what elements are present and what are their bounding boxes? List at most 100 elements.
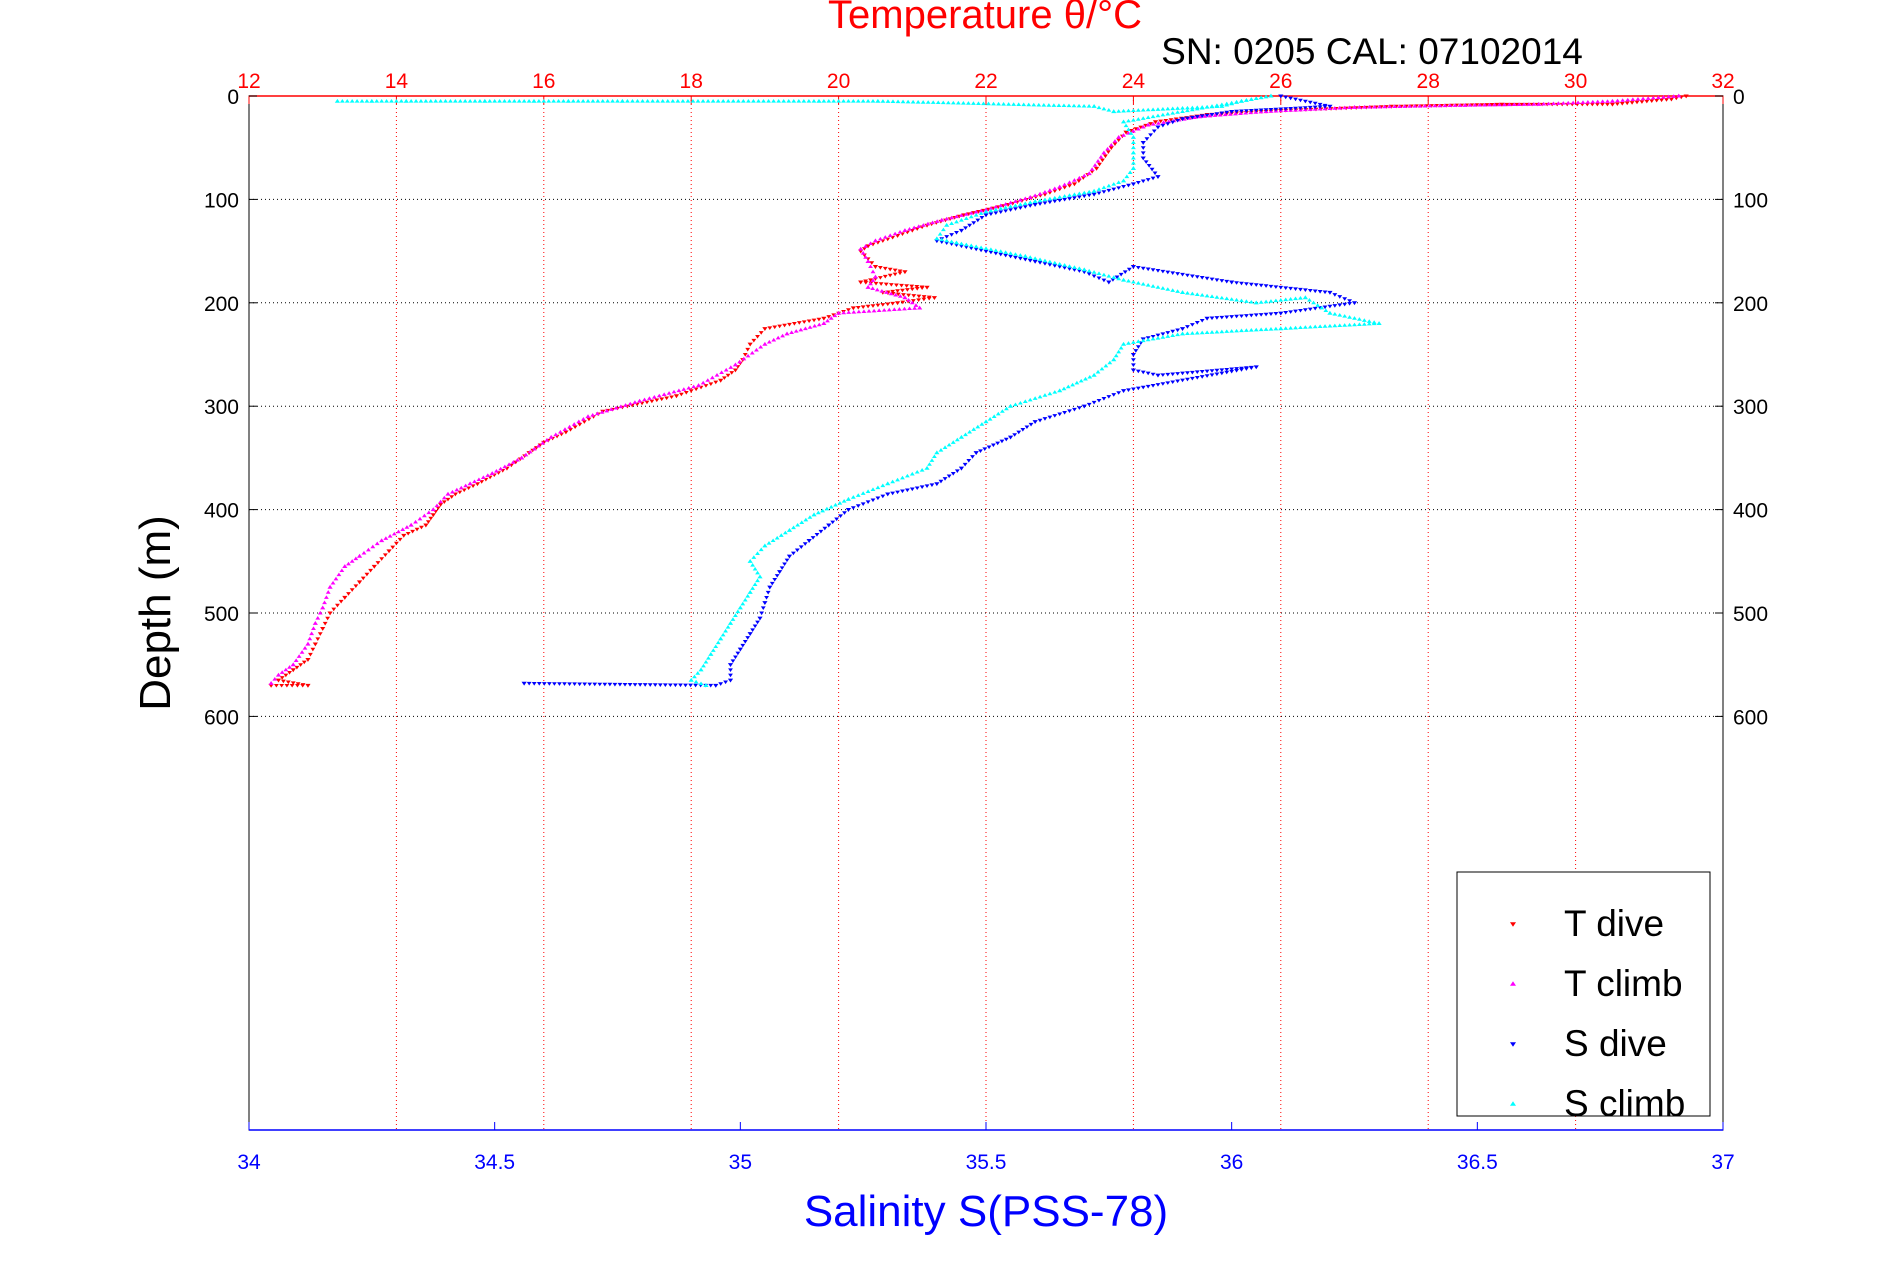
t-climb-point [745, 353, 751, 358]
s-dive-point [814, 532, 820, 537]
s-climb-point [986, 101, 991, 106]
s-dive-point [966, 459, 972, 463]
s-dive-point [1180, 272, 1185, 277]
s-dive-point [1081, 404, 1087, 409]
t-dive-point [364, 572, 370, 577]
s-climb-point [1095, 369, 1101, 374]
s-climb-point [1204, 293, 1210, 298]
s-climb-point [715, 640, 721, 645]
s-dive-point [1234, 367, 1239, 371]
t-climb-point [365, 547, 371, 552]
t-climb-point [723, 367, 729, 372]
t-climb-point [1432, 103, 1438, 108]
s-climb-point [1111, 109, 1117, 114]
t-climb-point [1092, 163, 1098, 167]
s-dive-point [950, 471, 956, 476]
s-climb-point [521, 99, 527, 103]
s-climb-point [950, 440, 956, 444]
s-climb-point [1357, 317, 1362, 321]
t-climb-point [907, 226, 912, 231]
s-climb-point [497, 99, 502, 103]
s-dive-point [784, 558, 790, 563]
t-climb-point [1661, 95, 1666, 99]
s-climb-point [1131, 161, 1136, 165]
s-dive-point [1194, 376, 1200, 380]
s-climb-point [595, 99, 601, 103]
t-climb-point [1565, 100, 1571, 105]
s-dive-point [1189, 115, 1195, 120]
s-dive-point [1145, 178, 1151, 182]
s-climb-point [1047, 259, 1053, 264]
t-climb-point [531, 446, 537, 451]
s-dive-point [1307, 100, 1313, 105]
t-dive-point [300, 683, 306, 688]
s-dive-point [802, 542, 808, 546]
t-dive-point [335, 603, 340, 608]
t-climb-point [874, 287, 880, 292]
depth-tick-label-right: 400 [1733, 500, 1768, 523]
s-climb-point [695, 99, 701, 103]
t-climb-point [741, 356, 747, 361]
t-climb-point [897, 294, 903, 298]
t-climb-point [1052, 186, 1058, 191]
s-climb-point [1302, 325, 1308, 329]
t-dive-point [1514, 102, 1520, 107]
s-climb-point [939, 237, 945, 242]
t-climb-point [832, 313, 838, 318]
s-dive-point [1199, 276, 1205, 280]
t-climb-point [441, 495, 447, 500]
s-climb-point [1017, 400, 1023, 405]
s-climb-point [1155, 335, 1161, 340]
t-climb-point [887, 233, 893, 238]
s-dive-point [1096, 276, 1102, 281]
t-climb-point [1407, 104, 1413, 108]
s-climb-point [740, 601, 746, 606]
s-climb-point [1239, 99, 1244, 103]
t-dive-point [1042, 192, 1048, 197]
s-climb-point [1032, 199, 1038, 204]
s-climb-point [1239, 328, 1244, 333]
s-dive-point [1283, 311, 1289, 315]
s-climb-point [988, 247, 994, 251]
s-climb-point [727, 621, 734, 625]
t-climb-point [754, 347, 759, 352]
s-climb-point [462, 99, 468, 103]
s-climb-point [1052, 260, 1058, 265]
s-dive-point [1253, 365, 1259, 370]
t-dive-point [1489, 103, 1495, 107]
t-climb-point [275, 672, 282, 677]
t-climb-point [609, 407, 614, 411]
s-dive-point [647, 683, 653, 687]
s-dive-point [1224, 110, 1230, 115]
t-climb-point [888, 291, 894, 296]
t-climb-point [1105, 146, 1111, 151]
depth-tick-label-right: 300 [1733, 396, 1768, 419]
t-climb-point [872, 274, 879, 279]
s-climb-point [855, 493, 861, 497]
s-dive-point [1086, 402, 1092, 407]
t-dive-point [865, 304, 871, 309]
s-climb-point [701, 663, 706, 668]
s-climb-point [1120, 178, 1127, 183]
s-dive-point [988, 212, 994, 217]
t-dive-point [305, 657, 311, 662]
s-climb-point [1072, 192, 1077, 197]
s-climb-point [978, 245, 984, 250]
s-dive-point [1160, 269, 1166, 274]
s-climb-point [1160, 335, 1166, 339]
s-climb-point [786, 527, 793, 532]
s-dive-point [1170, 372, 1176, 377]
t-dive-point [474, 482, 481, 487]
s-climb-point [693, 679, 699, 684]
t-dive-point [419, 525, 424, 530]
t-dive-point [1152, 120, 1159, 125]
s-climb-point [979, 422, 985, 426]
s-climb-point [771, 99, 776, 103]
s-climb-point [1214, 103, 1220, 107]
s-dive-point [765, 590, 771, 595]
s-dive-point [1278, 285, 1284, 290]
s-climb-point [1057, 388, 1063, 393]
s-climb-point [1001, 102, 1006, 106]
s-dive-point [1155, 175, 1161, 179]
s-dive-point [1258, 283, 1264, 288]
